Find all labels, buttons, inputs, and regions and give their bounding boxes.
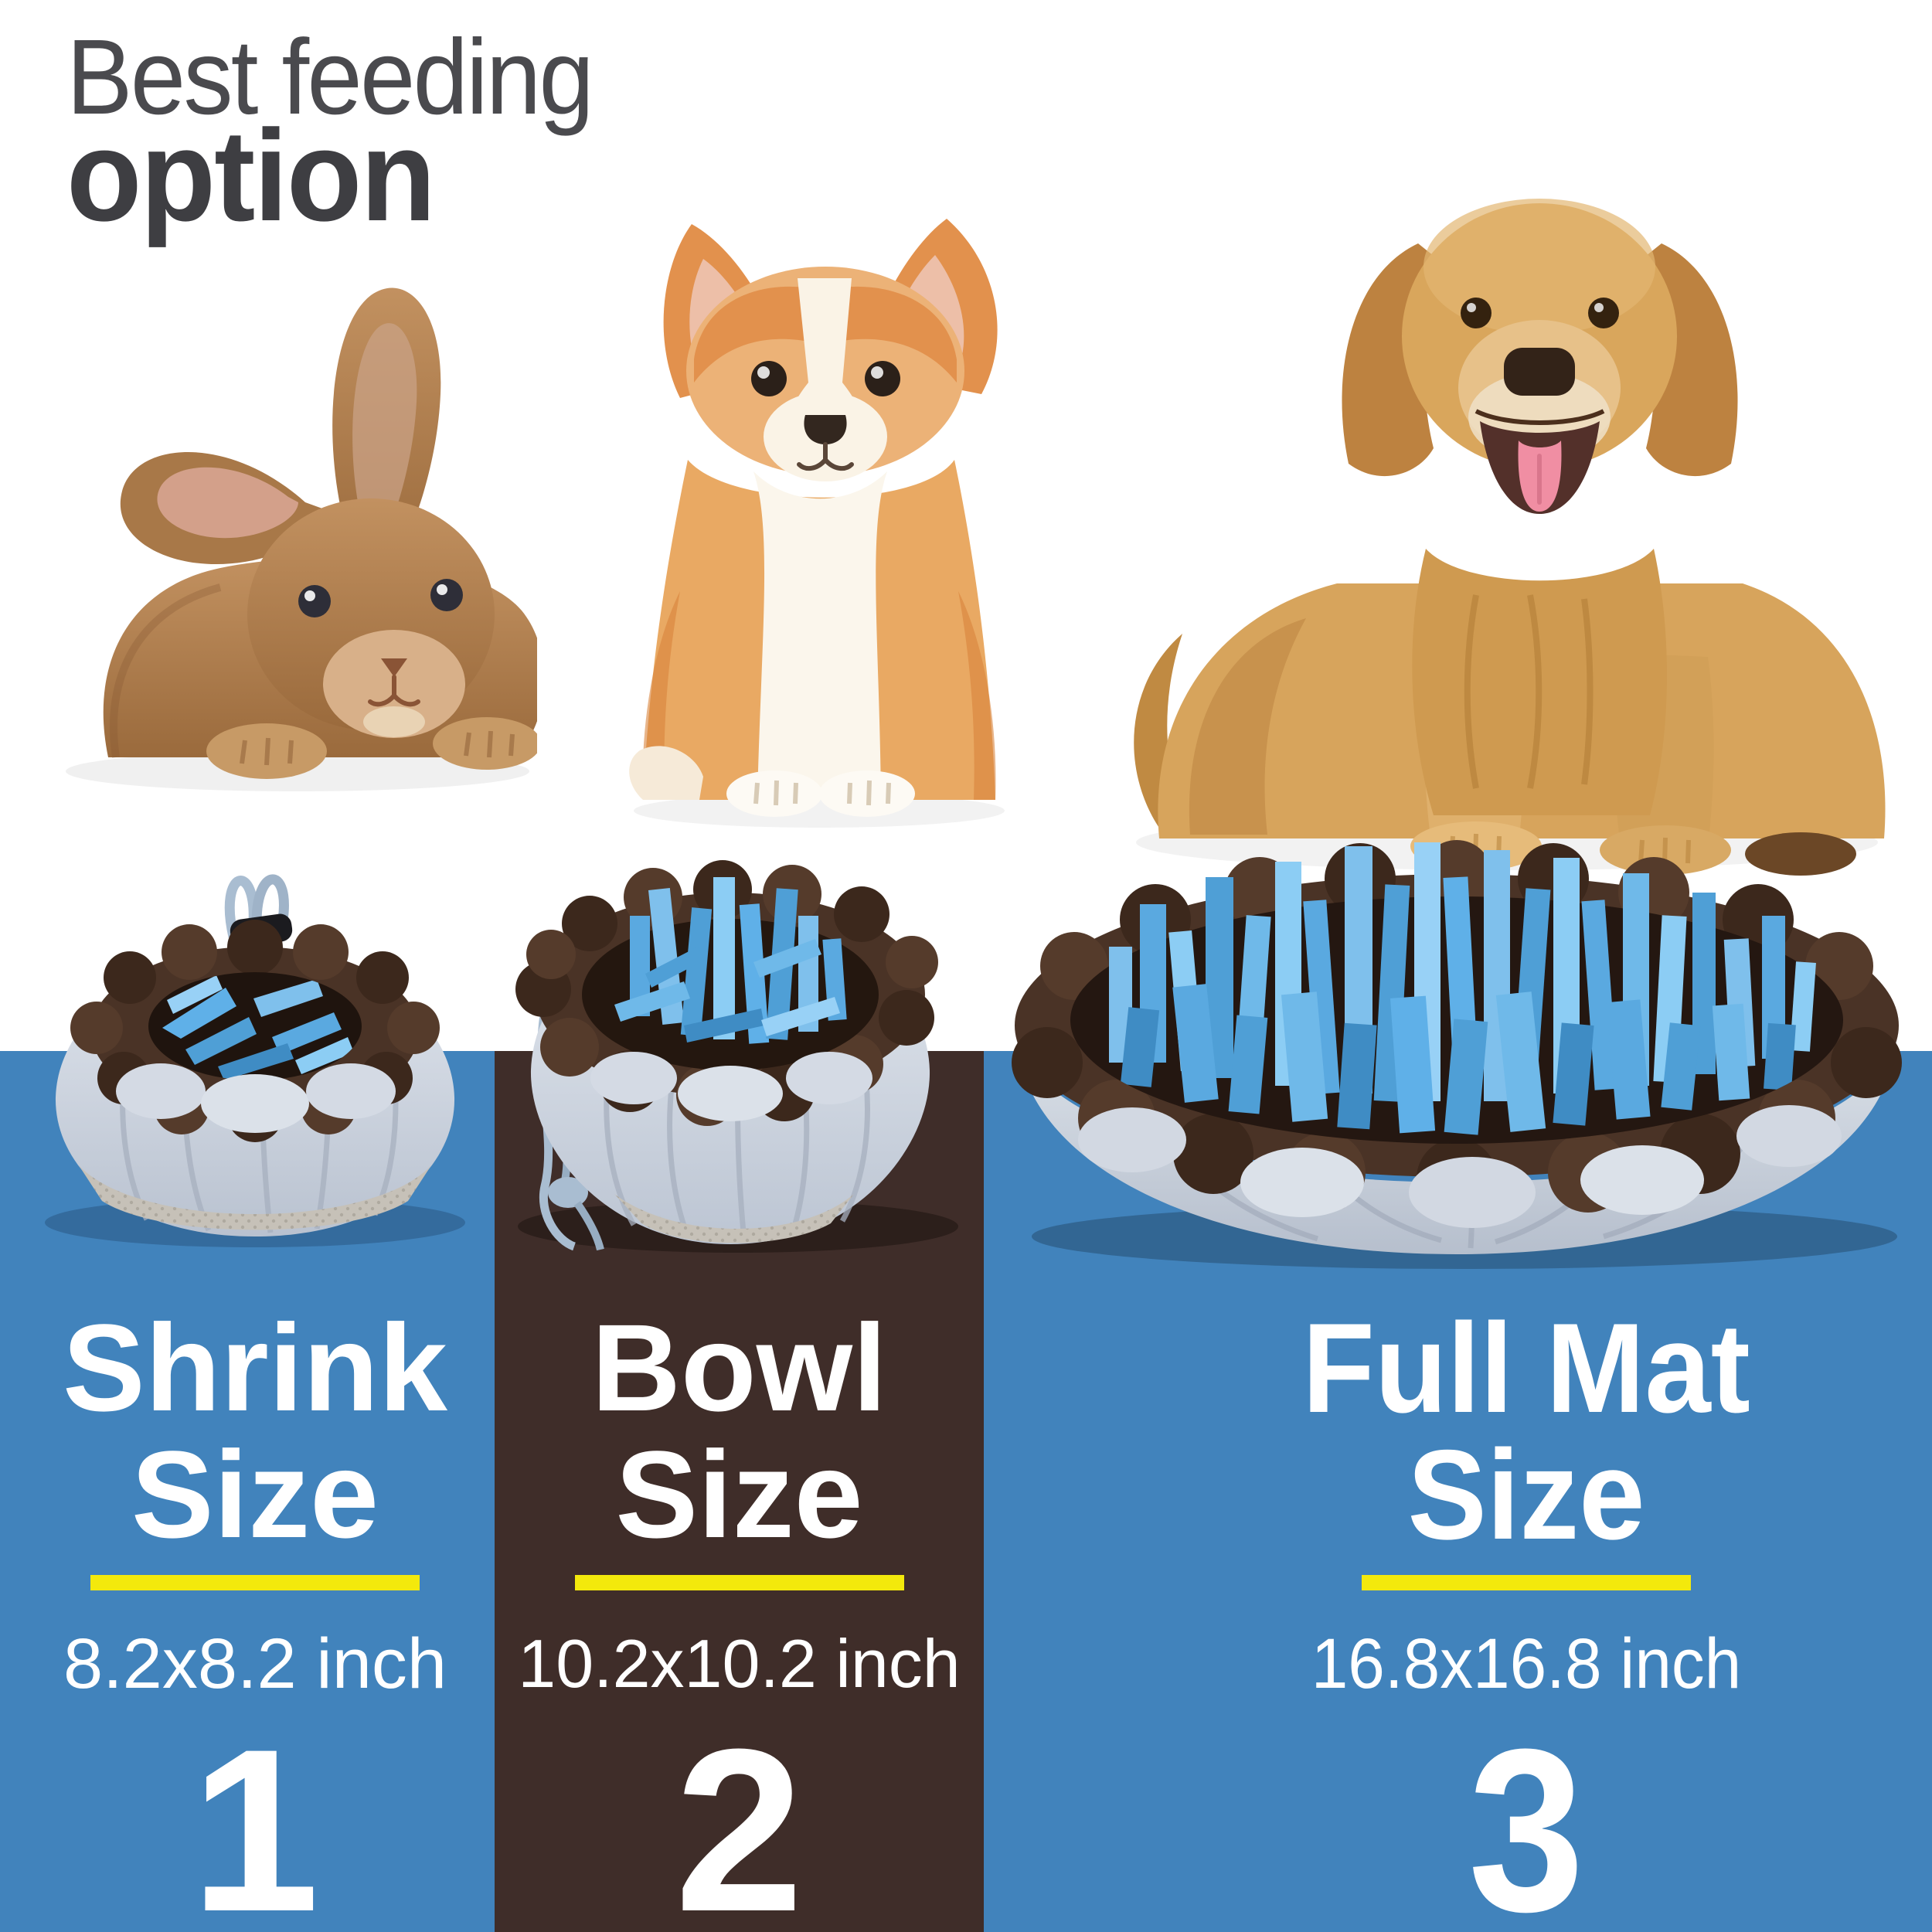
- column-title-line2: Size: [615, 1425, 863, 1563]
- column-title: Bowl Size: [495, 1281, 984, 1558]
- headline-line1: Best feeding: [66, 18, 594, 137]
- blue-felt-strips: [1109, 842, 1816, 1135]
- rabbit-ear-folded: [120, 452, 322, 565]
- snuffle-mat-bowl-photo: [515, 860, 958, 1253]
- yellow-underline: [90, 1575, 420, 1590]
- golden-tail: [1134, 634, 1190, 838]
- dimension-text: 8.2x8.2 inch: [63, 1624, 447, 1703]
- corgi-eyes: [751, 361, 900, 396]
- rabbit-photo: [66, 287, 537, 791]
- dimension-text: 16.8x16.8 inch: [1311, 1624, 1742, 1703]
- column-title-line2: Size: [1407, 1423, 1645, 1566]
- gray-pleat-bumps: [1078, 1105, 1842, 1228]
- snuffle-mat-shrink-photo: [45, 874, 465, 1247]
- blue-felt-strips: [614, 877, 847, 1044]
- golden-chest: [1412, 549, 1668, 815]
- column-title-line1: Full Mat: [1302, 1297, 1750, 1439]
- column-title-line2: Size: [131, 1425, 379, 1563]
- column-full-mat-size: Full Mat Size 16.8x16.8 inch 3: [1260, 1281, 1793, 1932]
- corgi-nose-mouth: [797, 415, 854, 471]
- column-title-line1: Bowl: [591, 1298, 887, 1437]
- step-number: 2: [675, 1700, 804, 1932]
- golden-open-mouth: [1480, 421, 1600, 514]
- dimension-text: 10.2x10.2 inch: [518, 1625, 961, 1702]
- column-title: Full Mat Size: [1278, 1281, 1774, 1566]
- rabbit-eyes: [298, 579, 463, 617]
- cord-knot: [548, 1177, 588, 1208]
- golden-eyes: [1461, 298, 1619, 328]
- gray-pleat-bumps: [590, 1052, 872, 1121]
- blue-felt-strips: [162, 975, 354, 1080]
- snuffle-mat-full-photo: [1012, 840, 1902, 1269]
- golden-nose: [1504, 348, 1575, 396]
- dotted-base: [79, 1165, 431, 1230]
- corgi-chest: [753, 471, 887, 800]
- dotted-base: [614, 1194, 854, 1243]
- headline: Best feeding option: [66, 18, 631, 248]
- gray-pleat-bumps: [116, 1063, 396, 1133]
- corgi-paws: [726, 770, 915, 817]
- column-bowl-size: Bowl Size 10.2x10.2 inch 2: [495, 1281, 984, 1932]
- step-number: 3: [1468, 1700, 1585, 1932]
- column-shrink-size: Shrink Size 8.2x8.2 inch 1: [0, 1281, 510, 1932]
- column-title-line1: Shrink: [63, 1298, 447, 1437]
- rabbit-nose-mouth: [363, 658, 425, 737]
- headline-line2: option: [66, 103, 436, 248]
- yellow-underline: [574, 1575, 904, 1590]
- corgi-puppy-photo: [629, 219, 1005, 828]
- rabbit-paws: [206, 717, 537, 779]
- yellow-underline: [1362, 1575, 1691, 1590]
- column-title: Shrink Size: [0, 1281, 510, 1558]
- step-number: 1: [190, 1700, 320, 1932]
- golden-retriever-photo: [1134, 199, 1886, 876]
